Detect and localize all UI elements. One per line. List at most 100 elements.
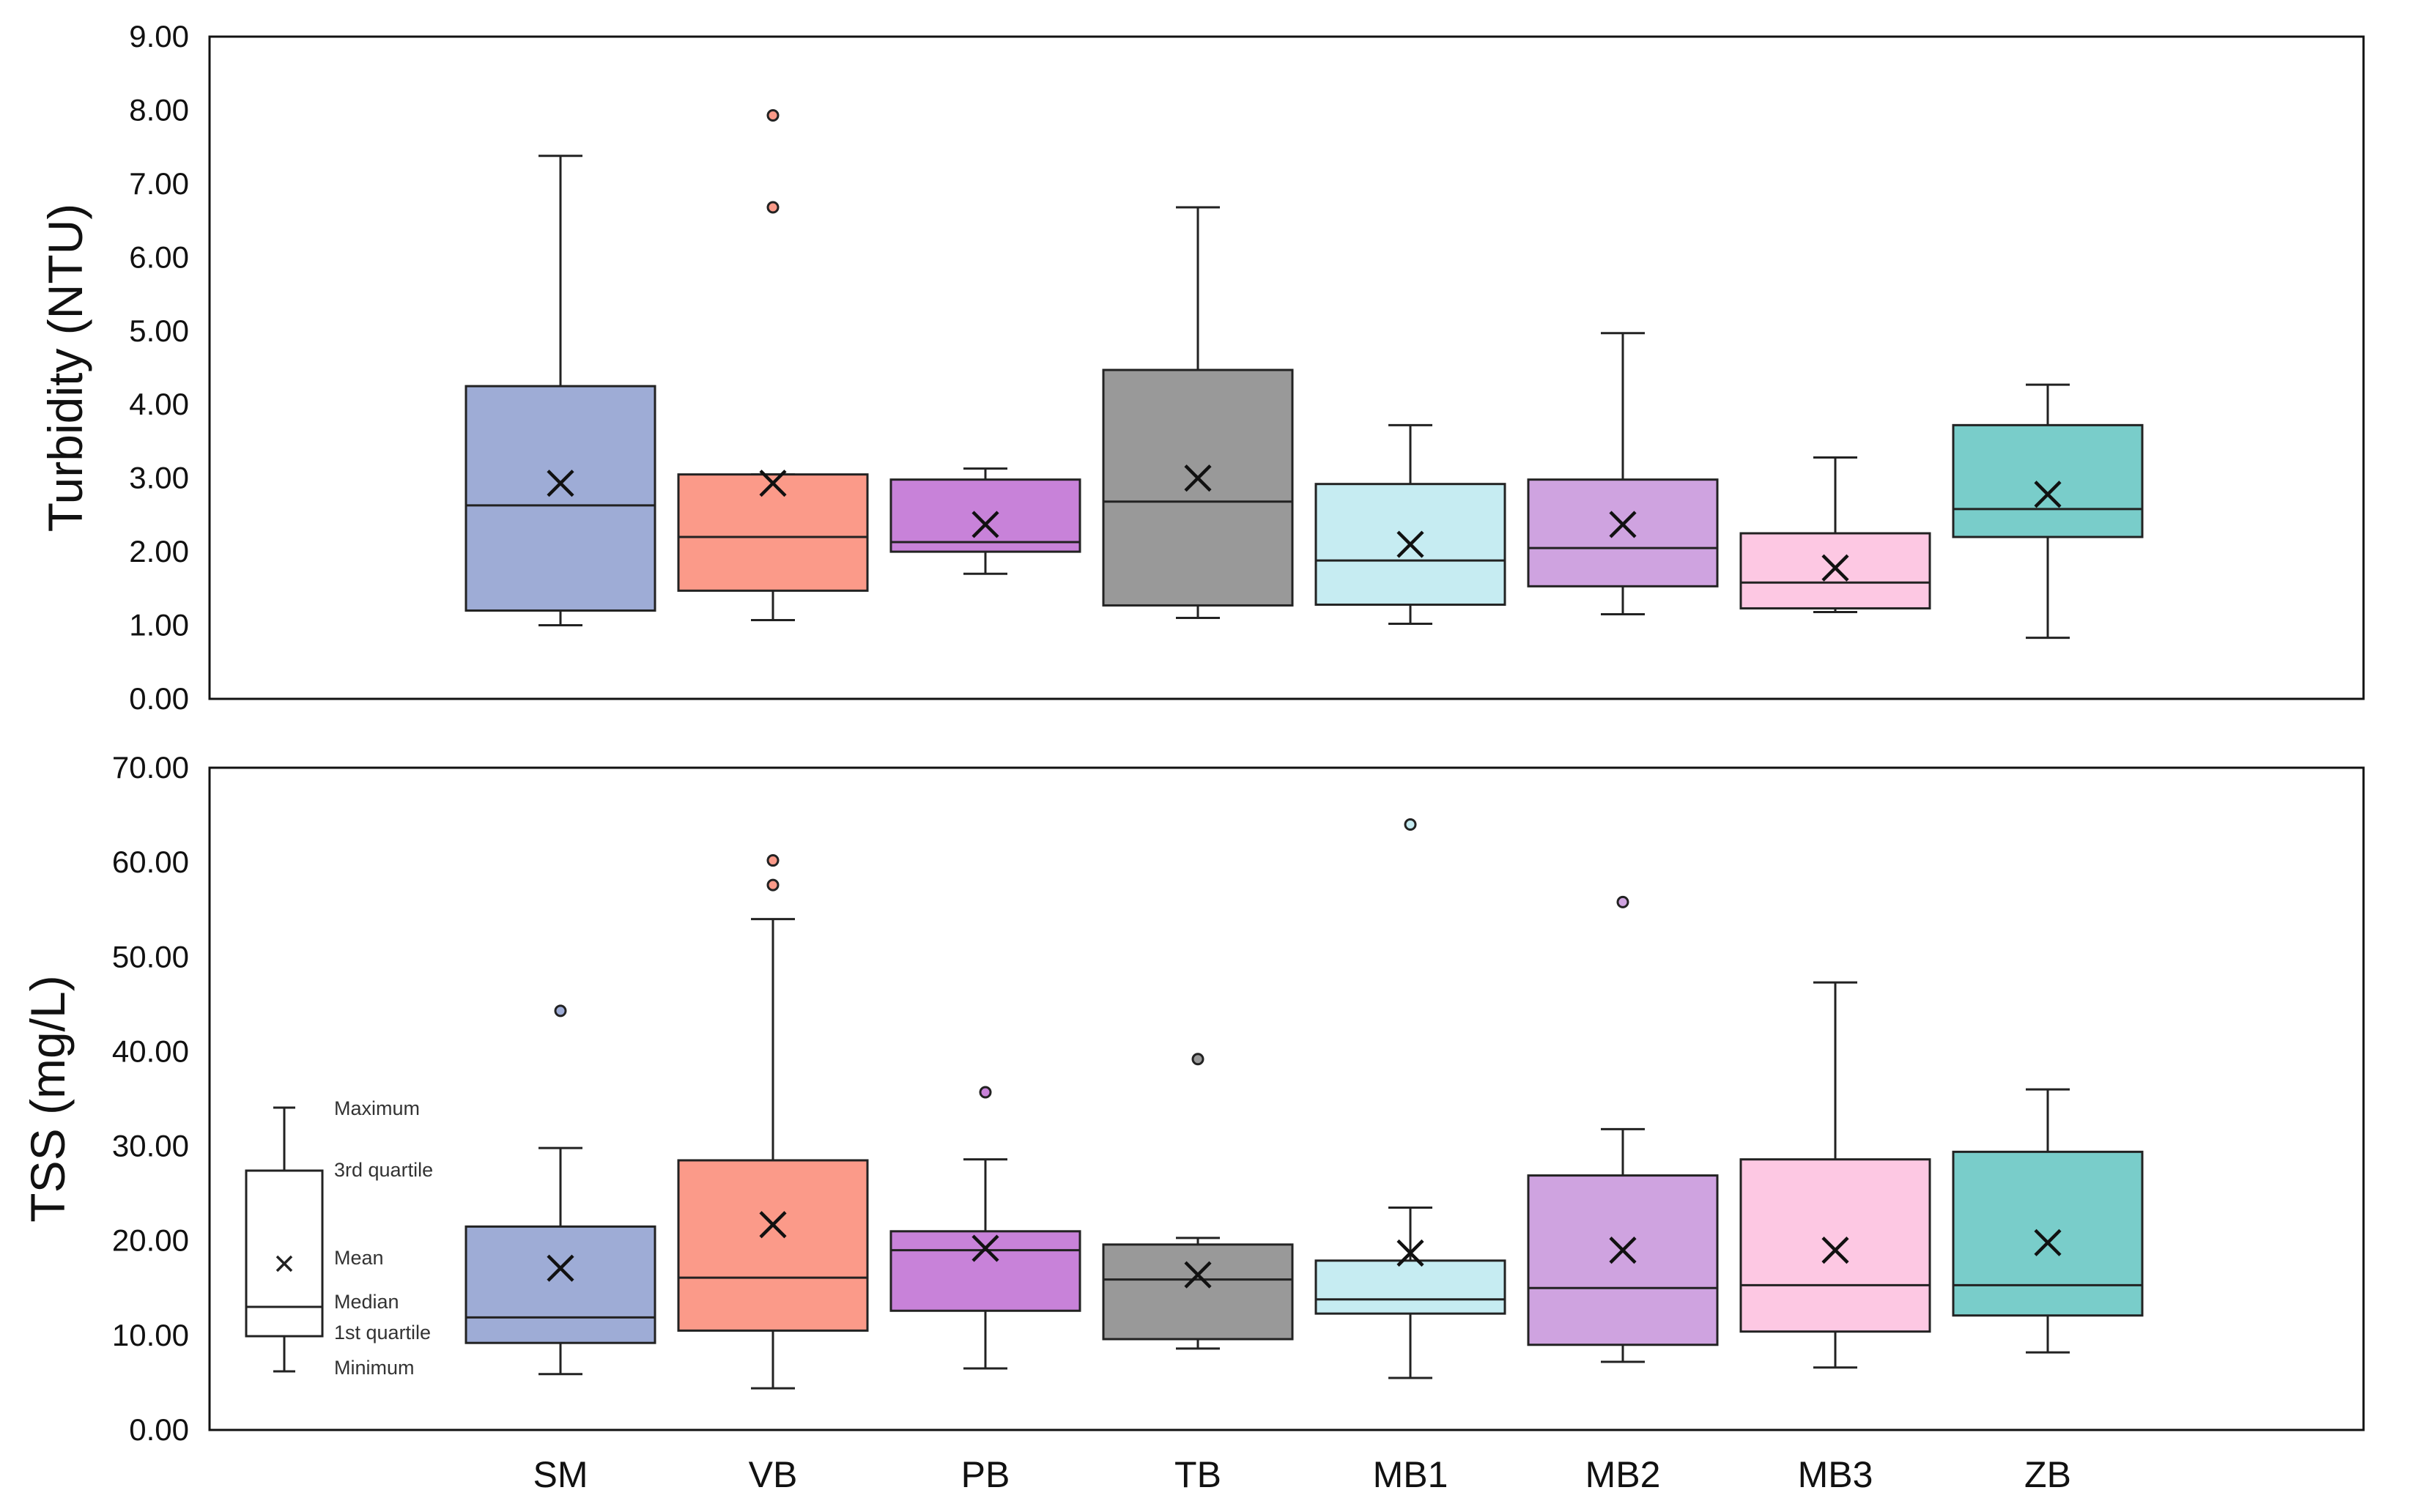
turbidity-y-ticks: 0.00 1.00 2.00 3.00 4.00 5.00 6.00 7.00 8.00 9.00 <box>129 19 189 716</box>
turbidity-boxes <box>464 108 2144 640</box>
iqr-box <box>1952 1150 2144 1317</box>
turbidity-box-mb2 <box>1527 332 1719 615</box>
category-label-vb: VB <box>749 1454 798 1495</box>
mean-marker <box>547 1254 574 1282</box>
tss-boxes <box>464 818 2144 1390</box>
tss-y-tick-label: 50.00 <box>112 939 189 974</box>
tss-y-tick-label: 10.00 <box>112 1318 189 1352</box>
category-label-tb: TB <box>1174 1454 1221 1495</box>
tss-box-pb <box>889 1086 1081 1370</box>
tss-y-tick-label: 20.00 <box>112 1223 189 1258</box>
tss-box-mb3 <box>1739 981 1931 1369</box>
tss-y-axis-title: TSS (mg/L) <box>21 975 75 1222</box>
tss-box-vb <box>677 854 869 1390</box>
iqr-box <box>1739 532 1931 609</box>
iqr-box <box>1952 423 2144 538</box>
mean-marker <box>759 470 787 497</box>
mean-marker <box>1821 554 1849 582</box>
iqr-box <box>464 1225 656 1344</box>
legend-label-third-quartile: 3rd quartile <box>334 1159 433 1181</box>
legend-mean-marker <box>275 1255 293 1272</box>
outlier-point <box>554 1004 567 1018</box>
legend-label-median: Median <box>334 1291 399 1313</box>
iqr-box <box>1527 1174 1719 1346</box>
legend-label-first-quartile: 1st quartile <box>334 1322 431 1344</box>
legend-label-mean: Mean <box>334 1247 384 1269</box>
tss-box-zb <box>1952 1088 2144 1354</box>
category-label-zb: ZB <box>2024 1454 2071 1495</box>
legend-box <box>245 1169 324 1338</box>
iqr-box <box>677 473 869 592</box>
mean-marker <box>1609 511 1637 538</box>
category-label-sm: SM <box>533 1454 588 1495</box>
turbidity-box-mb3 <box>1739 456 1931 613</box>
turbidity-y-tick-label: 6.00 <box>129 240 189 274</box>
mean-marker <box>1184 464 1212 492</box>
boxplot-legend: Maximum 3rd quartile Mean Median 1st qua… <box>245 1097 433 1379</box>
tss-box-sm <box>464 1004 656 1376</box>
category-label-mb3: MB3 <box>1798 1454 1873 1495</box>
mean-marker <box>971 1234 999 1262</box>
turbidity-y-tick-label: 2.00 <box>129 534 189 568</box>
tss-y-tick-label: 60.00 <box>112 845 189 879</box>
turbidity-y-tick-label: 4.00 <box>129 387 189 421</box>
tss-y-ticks: 0.00 10.00 20.00 30.00 40.00 50.00 60.00 70.00 <box>112 750 189 1447</box>
outlier-point <box>1616 895 1629 908</box>
turbidity-box-vb <box>677 108 869 622</box>
tss-box-mb2 <box>1527 895 1719 1363</box>
outlier-point <box>766 854 780 867</box>
x-category-labels: SM VB PB TB MB1 MB2 MB3 ZB <box>533 1454 2071 1495</box>
turbidity-box-zb <box>1952 383 2144 640</box>
iqr-box <box>1102 368 1294 607</box>
iqr-box <box>1314 1259 1506 1315</box>
turbidity-box-tb <box>1102 206 1294 620</box>
tss-y-tick-label: 0.00 <box>129 1412 189 1447</box>
turbidity-y-tick-label: 7.00 <box>129 166 189 201</box>
turbidity-box-mb1 <box>1314 423 1506 626</box>
turbidity-y-axis-title: Turbidity (NTU) <box>38 204 92 533</box>
mean-marker <box>2034 481 2062 508</box>
turbidity-y-tick-label: 1.00 <box>129 608 189 642</box>
iqr-box <box>889 1230 1081 1312</box>
tss-y-tick-label: 30.00 <box>112 1129 189 1163</box>
tss-box-mb1 <box>1314 818 1506 1379</box>
turbidity-y-tick-label: 9.00 <box>129 19 189 53</box>
category-label-mb1: MB1 <box>1373 1454 1448 1495</box>
outlier-point <box>766 201 780 214</box>
turbidity-box-sm <box>464 155 656 627</box>
turbidity-box-pb <box>889 467 1081 575</box>
mean-marker <box>1184 1261 1212 1289</box>
tss-plot-frame <box>208 766 2365 1431</box>
iqr-box <box>889 478 1081 553</box>
legend-label-minimum: Minimum <box>334 1357 415 1379</box>
iqr-box <box>1739 1158 1931 1333</box>
mean-marker <box>2034 1228 2062 1256</box>
outlier-point <box>1404 818 1417 831</box>
iqr-box <box>677 1159 869 1332</box>
iqr-box <box>1527 478 1719 588</box>
turbidity-y-tick-label: 5.00 <box>129 314 189 348</box>
tss-y-tick-label: 70.00 <box>112 750 189 785</box>
tss-y-tick-label: 40.00 <box>112 1034 189 1068</box>
turbidity-y-tick-label: 3.00 <box>129 461 189 495</box>
mean-marker <box>759 1211 787 1239</box>
outlier-point <box>979 1086 992 1099</box>
turbidity-y-tick-label: 8.00 <box>129 92 189 127</box>
tss-box-tb <box>1102 1053 1294 1350</box>
outlier-point <box>766 108 780 122</box>
mean-marker <box>1396 530 1424 558</box>
category-label-mb2: MB2 <box>1585 1454 1661 1495</box>
mean-marker <box>1821 1237 1849 1264</box>
legend-label-maximum: Maximum <box>334 1097 420 1119</box>
outlier-point <box>766 878 780 892</box>
mean-marker <box>547 470 574 497</box>
iqr-box <box>464 385 656 612</box>
mean-marker <box>1609 1237 1637 1264</box>
turbidity-y-tick-label: 0.00 <box>129 681 189 716</box>
mean-marker <box>1396 1239 1424 1267</box>
iqr-box <box>1102 1243 1294 1341</box>
mean-marker <box>971 511 999 538</box>
turbidity-plot-frame <box>208 35 2365 700</box>
category-label-pb: PB <box>961 1454 1010 1495</box>
